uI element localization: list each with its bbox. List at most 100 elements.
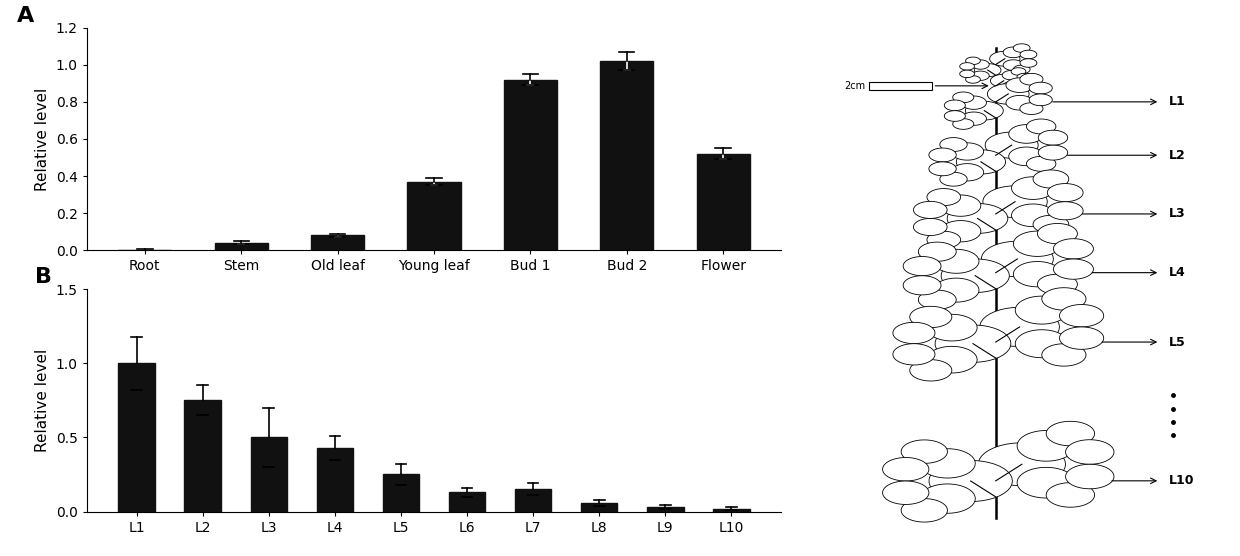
Polygon shape xyxy=(1013,261,1061,287)
Polygon shape xyxy=(1017,73,1032,81)
Polygon shape xyxy=(934,249,980,274)
Polygon shape xyxy=(940,195,981,216)
Polygon shape xyxy=(1038,274,1078,295)
Polygon shape xyxy=(1021,50,1037,59)
Polygon shape xyxy=(1002,82,1021,91)
Polygon shape xyxy=(1003,60,1023,71)
Polygon shape xyxy=(952,118,973,130)
Bar xyxy=(869,82,932,90)
Polygon shape xyxy=(1038,224,1078,244)
Polygon shape xyxy=(1012,177,1054,200)
Polygon shape xyxy=(1029,82,1053,94)
Polygon shape xyxy=(1013,65,1030,74)
Polygon shape xyxy=(1002,71,1021,80)
Polygon shape xyxy=(1047,483,1095,507)
Polygon shape xyxy=(920,484,976,513)
Text: L3: L3 xyxy=(1168,207,1185,220)
Polygon shape xyxy=(972,60,990,69)
Bar xyxy=(503,80,557,250)
Y-axis label: Relative level: Relative level xyxy=(35,87,50,191)
Bar xyxy=(185,400,221,512)
Polygon shape xyxy=(940,221,981,242)
Polygon shape xyxy=(910,306,952,327)
Polygon shape xyxy=(940,137,967,151)
Polygon shape xyxy=(914,201,947,219)
Polygon shape xyxy=(1065,440,1114,464)
Bar xyxy=(582,503,618,512)
Polygon shape xyxy=(983,186,1048,217)
Polygon shape xyxy=(1017,430,1075,461)
Polygon shape xyxy=(1013,44,1030,52)
Polygon shape xyxy=(961,112,987,125)
Polygon shape xyxy=(956,150,1006,174)
Polygon shape xyxy=(926,314,977,341)
Polygon shape xyxy=(883,481,929,504)
Polygon shape xyxy=(1059,305,1104,327)
Polygon shape xyxy=(1048,183,1084,202)
Polygon shape xyxy=(1019,73,1043,85)
Polygon shape xyxy=(1054,239,1094,259)
Bar xyxy=(449,492,485,512)
Polygon shape xyxy=(980,307,1059,346)
Polygon shape xyxy=(1029,94,1053,106)
Polygon shape xyxy=(929,148,956,162)
Polygon shape xyxy=(1027,156,1056,171)
Polygon shape xyxy=(929,460,1012,502)
Polygon shape xyxy=(951,143,983,160)
Polygon shape xyxy=(1033,215,1069,234)
Polygon shape xyxy=(1033,170,1069,188)
Polygon shape xyxy=(940,172,967,186)
Text: L2: L2 xyxy=(1168,149,1185,162)
Polygon shape xyxy=(951,163,983,181)
Polygon shape xyxy=(1065,464,1114,489)
Polygon shape xyxy=(919,290,956,309)
Polygon shape xyxy=(1013,231,1061,256)
Polygon shape xyxy=(928,231,961,249)
Polygon shape xyxy=(910,360,952,381)
Bar xyxy=(316,448,353,512)
Bar xyxy=(383,474,419,512)
Polygon shape xyxy=(919,242,956,261)
Polygon shape xyxy=(978,443,1065,486)
Polygon shape xyxy=(935,325,1011,363)
Polygon shape xyxy=(1038,145,1068,160)
Polygon shape xyxy=(1019,103,1043,115)
Bar xyxy=(215,243,268,250)
Polygon shape xyxy=(987,83,1029,104)
Polygon shape xyxy=(1021,59,1037,67)
Polygon shape xyxy=(928,188,961,206)
Polygon shape xyxy=(1042,344,1086,366)
Polygon shape xyxy=(991,75,1017,87)
Polygon shape xyxy=(920,449,976,478)
Polygon shape xyxy=(947,203,1008,234)
Polygon shape xyxy=(903,276,941,295)
Bar xyxy=(311,235,365,250)
Polygon shape xyxy=(981,241,1054,277)
Bar xyxy=(713,509,750,512)
Polygon shape xyxy=(961,96,987,110)
Bar xyxy=(697,154,750,250)
Polygon shape xyxy=(1016,330,1069,358)
Text: B: B xyxy=(35,267,52,287)
Polygon shape xyxy=(1048,202,1084,220)
Polygon shape xyxy=(975,63,1001,77)
Polygon shape xyxy=(945,111,966,121)
Bar xyxy=(600,61,653,250)
Polygon shape xyxy=(966,101,1003,120)
Polygon shape xyxy=(926,346,977,373)
Text: L10: L10 xyxy=(1168,474,1194,487)
Polygon shape xyxy=(1017,81,1032,88)
Bar xyxy=(647,507,683,512)
Polygon shape xyxy=(934,278,980,302)
Polygon shape xyxy=(901,440,947,463)
Polygon shape xyxy=(1042,287,1086,310)
Polygon shape xyxy=(960,63,975,70)
Polygon shape xyxy=(893,322,935,344)
Polygon shape xyxy=(966,76,981,83)
Bar xyxy=(250,438,286,512)
Text: A: A xyxy=(17,6,35,26)
Polygon shape xyxy=(1054,259,1094,279)
Polygon shape xyxy=(1009,125,1044,143)
Polygon shape xyxy=(986,132,1038,158)
Polygon shape xyxy=(1011,86,1025,94)
